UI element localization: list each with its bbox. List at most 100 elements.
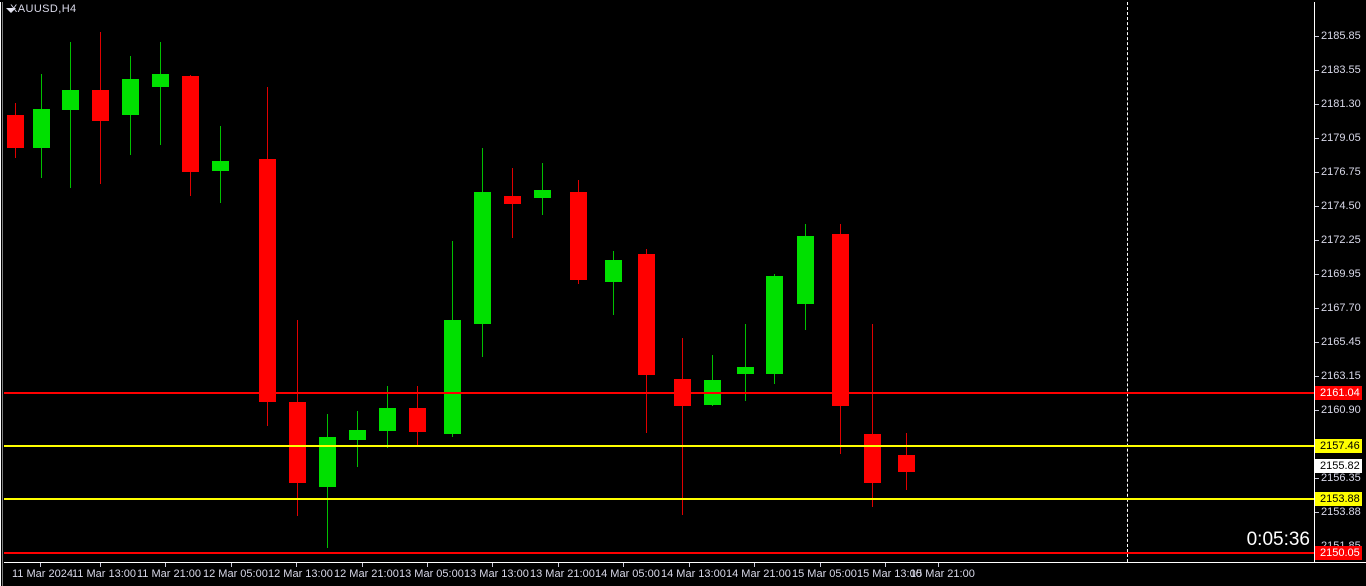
price-chip-current-marker bbox=[1315, 465, 1320, 467]
candle-body[interactable] bbox=[289, 402, 306, 483]
candle-body[interactable] bbox=[832, 234, 849, 406]
time-axis-label: 15 Mar 05:00 bbox=[792, 568, 857, 580]
candle-body[interactable] bbox=[409, 408, 426, 432]
price-chip-current[interactable]: 2155.82 bbox=[1315, 459, 1362, 473]
candle-wick bbox=[160, 42, 161, 145]
price-axis-tick bbox=[1315, 512, 1319, 513]
price-axis-tick bbox=[1315, 240, 1319, 241]
candle-body[interactable] bbox=[605, 260, 622, 282]
price-axis-label: 2167.70 bbox=[1321, 302, 1361, 314]
candle-body[interactable] bbox=[570, 192, 587, 280]
candle-wick bbox=[70, 42, 71, 188]
level-line-upper[interactable] bbox=[4, 445, 1314, 447]
candle-body[interactable] bbox=[474, 192, 491, 324]
candle-body[interactable] bbox=[122, 79, 139, 115]
time-axis-tick bbox=[100, 563, 101, 567]
price-axis-label: 2169.95 bbox=[1321, 268, 1361, 280]
candle-body[interactable] bbox=[182, 76, 199, 172]
candle-wick bbox=[542, 163, 543, 215]
price-chip-support[interactable]: 2150.05 bbox=[1315, 546, 1362, 560]
price-axis-label: 2163.15 bbox=[1321, 370, 1361, 382]
price-axis-tick bbox=[1315, 36, 1319, 37]
candle-body[interactable] bbox=[7, 115, 24, 148]
level-line-lower[interactable] bbox=[4, 498, 1314, 500]
window-border-top bbox=[0, 0, 1366, 2]
page-title: XAUUSD,H4 bbox=[10, 3, 77, 15]
candle-body[interactable] bbox=[349, 430, 366, 440]
time-axis-tick bbox=[754, 563, 755, 567]
time-axis-label: 14 Mar 05:00 bbox=[595, 568, 660, 580]
time-axis-label: 11 Mar 13:00 bbox=[72, 568, 137, 580]
candle-body[interactable] bbox=[379, 408, 396, 431]
price-chip-level-upper[interactable]: 2157.46 bbox=[1315, 439, 1362, 453]
price-axis-label: 2181.30 bbox=[1321, 98, 1361, 110]
candle-body[interactable] bbox=[92, 90, 109, 121]
candle-body[interactable] bbox=[766, 276, 783, 374]
time-axis-tick bbox=[40, 563, 41, 567]
price-axis[interactable]: 2185.85 2183.55 2181.30 2179.05 2176.75 2174.… bbox=[1314, 2, 1366, 586]
chart-canvas[interactable] bbox=[4, 2, 1314, 562]
candle-body[interactable] bbox=[212, 161, 229, 171]
price-axis-tick bbox=[1315, 274, 1319, 275]
time-axis-label: 12 Mar 13:00 bbox=[268, 568, 333, 580]
price-axis-tick bbox=[1315, 138, 1319, 139]
candle-body[interactable] bbox=[62, 90, 79, 110]
time-axis-label: 13 Mar 21:00 bbox=[530, 568, 595, 580]
candle-body[interactable] bbox=[319, 437, 336, 487]
time-axis-tick bbox=[231, 563, 232, 567]
candle-wick bbox=[872, 324, 873, 507]
price-axis-label: 2172.25 bbox=[1321, 234, 1361, 246]
time-axis-tick bbox=[820, 563, 821, 567]
time-axis-label: 15 Mar 13:00 bbox=[857, 568, 922, 580]
time-axis-label: 12 Mar 21:00 bbox=[334, 568, 399, 580]
chevron-down-icon[interactable] bbox=[6, 8, 16, 13]
price-axis-tick bbox=[1315, 410, 1319, 411]
time-axis-tick bbox=[938, 563, 939, 567]
candle-wick bbox=[682, 338, 683, 515]
price-axis-label: 2185.85 bbox=[1321, 30, 1361, 42]
price-chip-level-upper-marker bbox=[1315, 445, 1320, 447]
candle-body[interactable] bbox=[444, 320, 461, 434]
time-axis-label: 13 Mar 13:00 bbox=[464, 568, 529, 580]
price-axis-label: 2183.55 bbox=[1321, 64, 1361, 76]
price-axis-tick bbox=[1315, 172, 1319, 173]
price-chip-support-marker bbox=[1315, 552, 1320, 554]
candle-body[interactable] bbox=[737, 367, 754, 374]
candle-body[interactable] bbox=[33, 109, 50, 148]
time-axis-tick bbox=[885, 563, 886, 567]
time-axis[interactable]: 11 Mar 2024 11 Mar 13:00 11 Mar 21:00 12 Ma… bbox=[4, 562, 1366, 586]
candle-body[interactable] bbox=[152, 74, 169, 87]
price-axis-tick bbox=[1315, 104, 1319, 105]
time-axis-tick bbox=[296, 563, 297, 567]
candle-wick bbox=[613, 251, 614, 315]
time-axis-tick bbox=[492, 563, 493, 567]
candle-body[interactable] bbox=[534, 190, 551, 198]
time-axis-tick bbox=[165, 563, 166, 567]
candle-body[interactable] bbox=[638, 254, 655, 375]
price-chip-resistance[interactable]: 2161.04 bbox=[1315, 386, 1362, 400]
time-axis-label: 11 Mar 2024 bbox=[12, 568, 73, 580]
candle-body[interactable] bbox=[898, 455, 915, 472]
price-axis-label: 2176.75 bbox=[1321, 166, 1361, 178]
time-axis-tick bbox=[427, 563, 428, 567]
time-axis-tick bbox=[623, 563, 624, 567]
time-axis-label: 12 Mar 05:00 bbox=[203, 568, 268, 580]
time-axis-tick bbox=[558, 563, 559, 567]
price-chip-level-lower[interactable]: 2153.88 bbox=[1315, 492, 1362, 506]
level-line-support[interactable] bbox=[4, 552, 1314, 554]
time-axis-label: 11 Mar 21:00 bbox=[137, 568, 202, 580]
price-chip-resistance-marker bbox=[1315, 392, 1320, 394]
level-line-resistance[interactable] bbox=[4, 392, 1314, 394]
time-axis-tick bbox=[689, 563, 690, 567]
price-axis-label: 2174.50 bbox=[1321, 200, 1361, 212]
candle-wick bbox=[745, 324, 746, 401]
price-axis-label: 2179.05 bbox=[1321, 132, 1361, 144]
candle-body[interactable] bbox=[864, 434, 881, 483]
time-axis-label: 14 Mar 21:00 bbox=[726, 568, 791, 580]
candle-body[interactable] bbox=[797, 236, 814, 304]
candle-body[interactable] bbox=[504, 196, 521, 204]
candle-body[interactable] bbox=[259, 159, 276, 402]
price-axis-tick bbox=[1315, 376, 1319, 377]
price-axis-label: 2160.90 bbox=[1321, 404, 1361, 416]
